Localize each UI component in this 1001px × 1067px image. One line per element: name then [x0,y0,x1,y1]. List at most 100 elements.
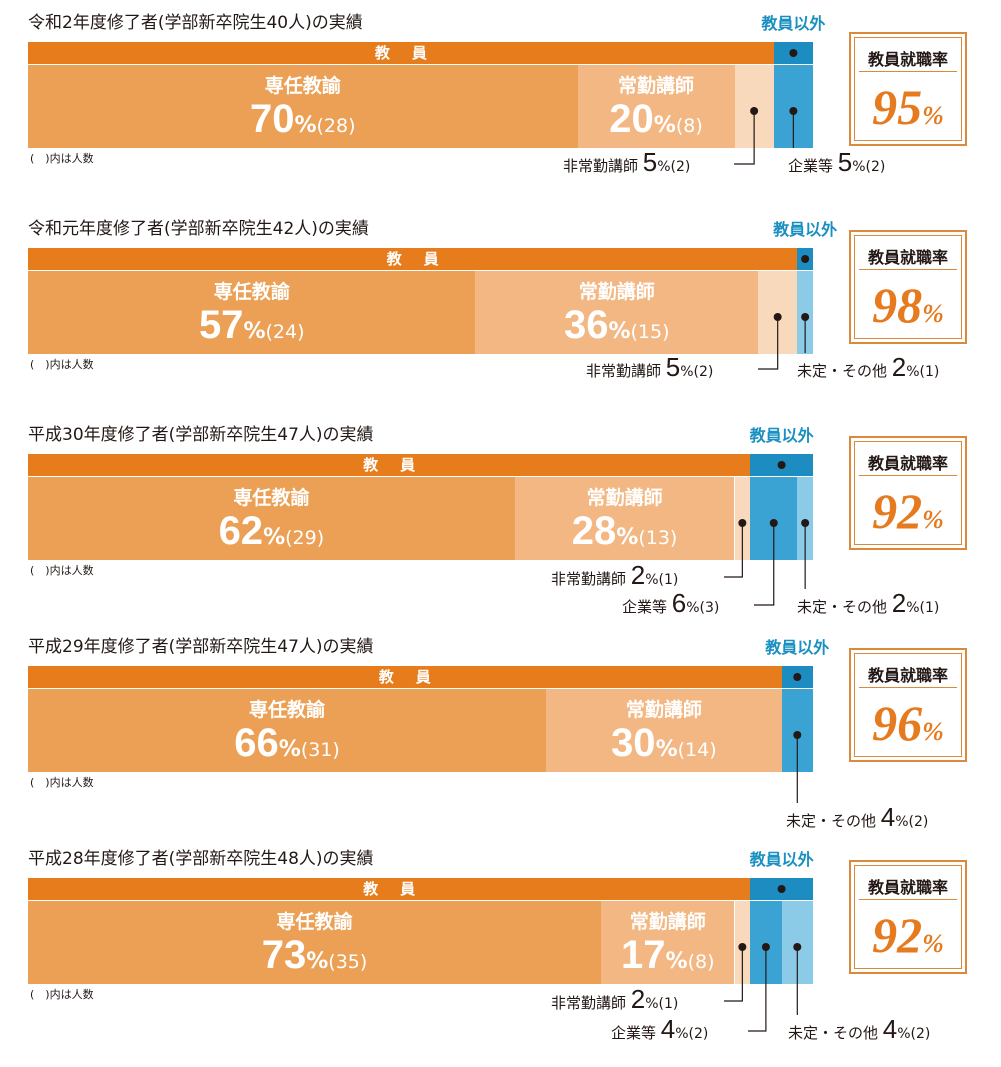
callout-unit: %(2) [657,159,691,175]
percent-sign: % [263,525,286,550]
bar-segment: 常勤講師 36%(15) [475,271,759,354]
count-value: (15) [630,321,670,343]
chart-title: 令和2年度修了者(学部新卒院生40人)の実績 [28,13,363,33]
employment-rate-percent: % [922,101,944,130]
percent-value: 70 [249,97,295,141]
people-count-note: ( )内は人数 [30,152,94,165]
count-value: (13) [638,527,678,549]
segment-label: 専任教諭 [233,487,310,509]
bar-segment: 常勤講師 28%(13) [514,477,735,560]
callout-label: 未定・その他 [797,362,892,380]
chart-panel: 平成29年度修了者(学部新卒院生47人)の実績 教員以外 教員 専任教諭 66%(31)… [0,636,1001,841]
segment-value: 73%(35) [28,933,601,978]
count-value: (31) [300,739,340,761]
employment-rate-label: 教員就職率 [867,248,948,267]
employment-rate-divider [859,475,957,476]
callout-label: 非常勤講師 [586,362,666,380]
percent-sign: % [608,319,631,344]
bar-segment [734,477,751,560]
people-count-note: ( )内は人数 [30,564,94,577]
count-value: (8) [675,115,703,137]
employment-rate-number: 92 [872,907,923,963]
count-value: (28) [316,115,356,137]
chart-panel: 平成30年度修了者(学部新卒院生47人)の実績 教員以外 教員 専任教諭 62%(29)… [0,424,1001,629]
segment-value: 70%(28) [28,97,578,142]
percent-value: 20 [609,97,654,141]
employment-rate-frame [854,441,962,545]
employment-rate-value: 96% [851,694,965,752]
callout-label: 企業等 [788,157,838,175]
people-count-note: ( )内は人数 [30,776,94,789]
segment-label: 常勤講師 [586,487,663,509]
employment-rate-box: 教員就職率 98% [849,230,967,344]
segment-callout: 非常勤講師 5%(2) [586,352,713,384]
segment-callout: 企業等 6%(3) [622,590,720,620]
segment-value: 20%(8) [578,97,735,142]
bar-segment: 専任教諭 57%(24) [28,271,476,354]
percent-sign: % [665,949,688,974]
callout-unit: %(1) [906,600,940,616]
callout-unit: %(2) [897,1026,931,1042]
segment-label: 常勤講師 [625,699,702,721]
bar-segment: 常勤講師 20%(8) [577,65,735,148]
employment-rate-divider [859,899,957,900]
bar-segment [750,901,782,984]
teacher-strip-label: 教員 [386,250,461,268]
bar-segment [781,689,813,772]
employment-rate-percent: % [922,929,944,958]
chart-title: 平成30年度修了者(学部新卒院生47人)の実績 [28,425,374,445]
count-value: (35) [328,951,368,973]
percent-sign: % [243,319,266,344]
non-teacher-label: 教員以外 [749,426,814,445]
segment-value: 66%(31) [28,721,546,766]
percent-value: 17 [621,933,666,977]
non-teacher-label: 教員以外 [773,220,838,239]
callout-label: 非常勤講師 [551,570,631,588]
percent-sign: % [306,949,329,974]
employment-rate-divider [859,687,957,688]
segment-callout: 未定・その他 2%(1) [797,354,940,384]
segment-value: 30%(14) [546,721,782,766]
callout-unit: %(3) [686,600,720,616]
callout-unit: %(1) [645,996,679,1012]
count-value: (14) [677,739,717,761]
callout-label: 企業等 [622,598,672,616]
bar-segment: 常勤講師 30%(14) [546,689,782,772]
callout-percent: 5 [665,352,681,382]
percent-sign: % [278,737,301,762]
callout-unit: %(2) [852,159,886,175]
employment-rate-value: 92% [851,482,965,540]
callout-percent: 2 [891,588,907,618]
chart-title: 令和元年度修了者(学部新卒院生42人)の実績 [28,219,369,239]
segment-value: 28%(13) [515,509,735,554]
segment-value: 17%(8) [601,933,734,978]
chart-title: 平成29年度修了者(学部新卒院生47人)の実績 [28,637,374,657]
non-teacher-strip [750,878,813,900]
percent-value: 36 [563,303,609,347]
count-value: (8) [687,951,715,973]
bar-segment: 専任教諭 70%(28) [28,65,578,148]
non-teacher-label: 教員以外 [761,14,826,33]
employment-rate-value: 98% [851,276,965,334]
callout-label: 未定・その他 [788,1024,883,1042]
chart-title: 平成28年度修了者(学部新卒院生48人)の実績 [28,849,374,869]
teacher-strip-label: 教員 [374,44,449,62]
non-teacher-strip [781,666,813,688]
teacher-strip-label: 教員 [363,880,438,898]
callout-unit: %(1) [906,364,940,380]
bar-segment [750,477,798,560]
percent-sign: % [653,113,676,138]
bar-segment: 常勤講師 17%(8) [601,901,735,984]
segment-label: 常勤講師 [629,911,706,933]
callout-percent: 2 [630,984,646,1014]
segment-label: 常勤講師 [578,281,655,303]
segment-callout: 企業等 4%(2) [611,1016,708,1046]
segment-callout: 非常勤講師 2%(1) [551,984,679,1016]
employment-rate-frame [854,235,962,339]
employment-rate-label: 教員就職率 [867,454,948,473]
people-count-note: ( )内は人数 [30,988,94,1001]
bar-segment [758,271,798,354]
percent-sign: % [655,737,678,762]
percent-sign: % [616,525,639,550]
employment-rate-frame [854,37,962,141]
